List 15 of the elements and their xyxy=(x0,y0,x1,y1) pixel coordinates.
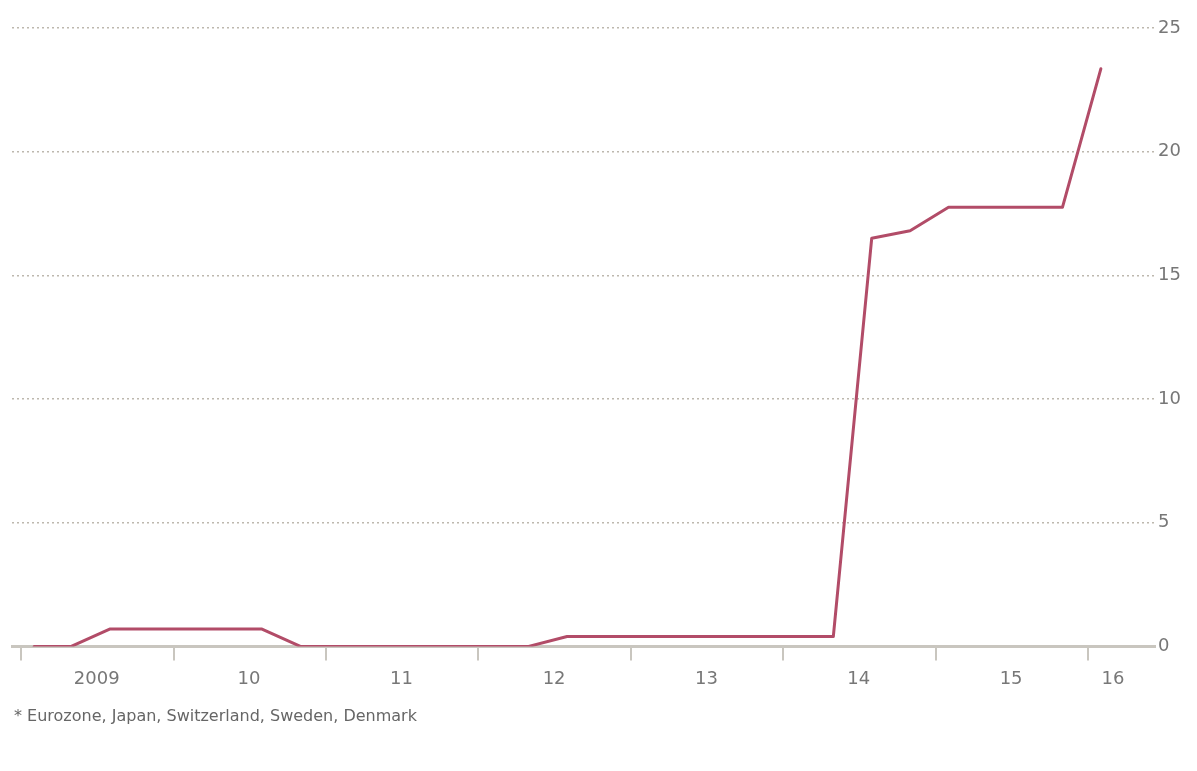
x-tick-label: 16 xyxy=(1101,666,1125,688)
x-tick-label: 12 xyxy=(542,666,566,688)
text: * Eurozone, Japan, Switzerland, Sweden, Denmark xyxy=(14,706,418,725)
x-tick-label: 14 xyxy=(847,666,871,688)
y-tick-label: 0 xyxy=(1158,634,1170,656)
x-tick-label: 15 xyxy=(999,666,1023,688)
y-tick-label: 5 xyxy=(1158,510,1170,532)
x-tick-label: 10 xyxy=(237,666,261,688)
y-tick-label: 20 xyxy=(1158,139,1181,161)
x-tick-label: 11 xyxy=(389,666,413,688)
y-tick-label: 10 xyxy=(1158,386,1181,408)
x-tick-label: 2009 xyxy=(73,666,120,688)
y-tick-label: 25 xyxy=(1158,15,1181,37)
y-tick-label: 15 xyxy=(1158,263,1181,285)
x-tick-label: 13 xyxy=(695,666,718,688)
